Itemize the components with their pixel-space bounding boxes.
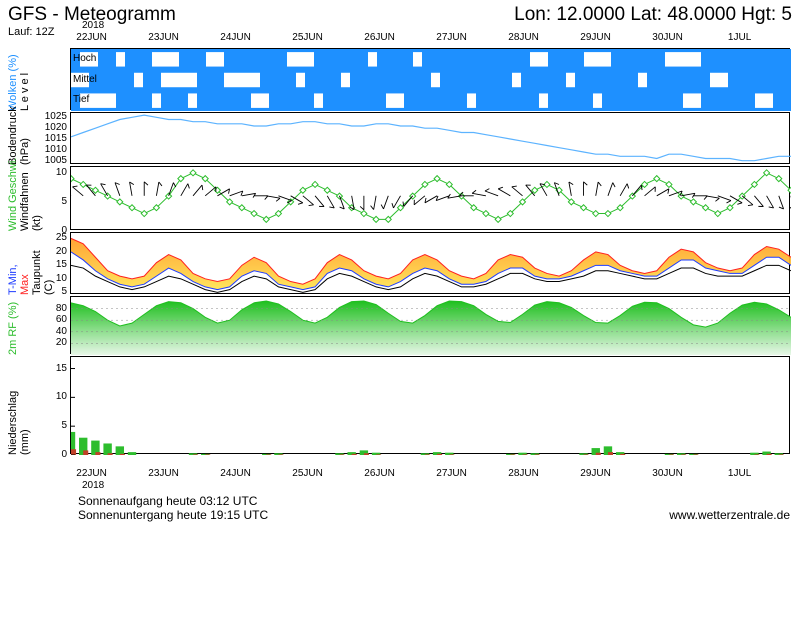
xaxis-date-bottom: 26JUN [364, 468, 395, 479]
xaxis-date-bottom: 30JUN [652, 468, 683, 479]
xaxis-date-bottom: 24JUN [220, 468, 251, 479]
ylabel: Max [19, 274, 31, 295]
cloud-level-label: Tief [73, 94, 89, 105]
ylabel: Niederschlag [7, 391, 19, 455]
xaxis-date: 28JUN [508, 32, 539, 43]
xaxis-date: 22JUN [76, 32, 107, 43]
panel-precip: 051015Niederschlag(mm) [70, 356, 790, 454]
ylabel: (mm) [19, 429, 31, 455]
xaxis-date-bottom: 29JUN [580, 468, 611, 479]
ylabel: (hPa) [19, 138, 31, 165]
chart-stack: 201822JUN23JUN24JUN25JUN26JUN27JUN28JUN2… [70, 48, 790, 456]
cloud-level-label: Mittel [73, 74, 97, 85]
xaxis-date: 30JUN [652, 32, 683, 43]
xaxis-date: 25JUN [292, 32, 323, 43]
xaxis-date: 1JUL [728, 32, 751, 43]
ylabel: (C) [43, 280, 55, 295]
cloud-level-label: Hoch [73, 53, 96, 64]
xaxis-date-bottom: 25JUN [292, 468, 323, 479]
ylabel: T-Min, [7, 264, 19, 295]
title-right: Lon: 12.0000 Lat: 48.0000 Hgt: 5 [514, 4, 792, 26]
panel-clouds: Wolken (%)L e v e lHochMittelTief [70, 48, 790, 110]
xaxis-date-bottom: 27JUN [436, 468, 467, 479]
xaxis-date: 27JUN [436, 32, 467, 43]
ylabel: Bodendruck [7, 106, 19, 165]
xaxis-date: 26JUN [364, 32, 395, 43]
panel-temp: 510152025T-Min, MaxTaupunkt(C) [70, 232, 790, 294]
panel-pressure: 10051010101510201025Bodendruck(hPa) [70, 112, 790, 164]
ylabel: (kt) [31, 215, 43, 231]
xaxis-date: 23JUN [148, 32, 179, 43]
xaxis-date: 24JUN [220, 32, 251, 43]
xaxis-date-bottom: 28JUN [508, 468, 539, 479]
ylabel: L e v e l [19, 73, 31, 111]
ylabel: Wolken (%) [7, 54, 19, 111]
ylabel: Taupunkt [31, 250, 43, 295]
footer-sunrise: Sonnenaufgang heute 03:12 UTC [78, 494, 257, 508]
panel-rh: 204060802m RF (%) [70, 296, 790, 354]
footer-sunset: Sonnenuntergang heute 19:15 UTC [78, 508, 268, 522]
xaxis-year: 2018 [82, 20, 104, 31]
footer-credit: www.wetterzentrale.de [669, 508, 790, 522]
xaxis-date-bottom: 1JUL [728, 468, 751, 479]
xaxis-date: 29JUN [580, 32, 611, 43]
ylabel: Windfahnen [19, 172, 31, 231]
ylabel: Wind Geschwi. [7, 158, 19, 231]
ylabel: 2m RF (%) [7, 302, 19, 355]
xaxis-date-bottom: 22JUN [76, 468, 107, 479]
panel-wind: 0510Wind Geschwi.Windfahnen(kt) [70, 166, 790, 230]
xaxis-date-bottom: 23JUN [148, 468, 179, 479]
